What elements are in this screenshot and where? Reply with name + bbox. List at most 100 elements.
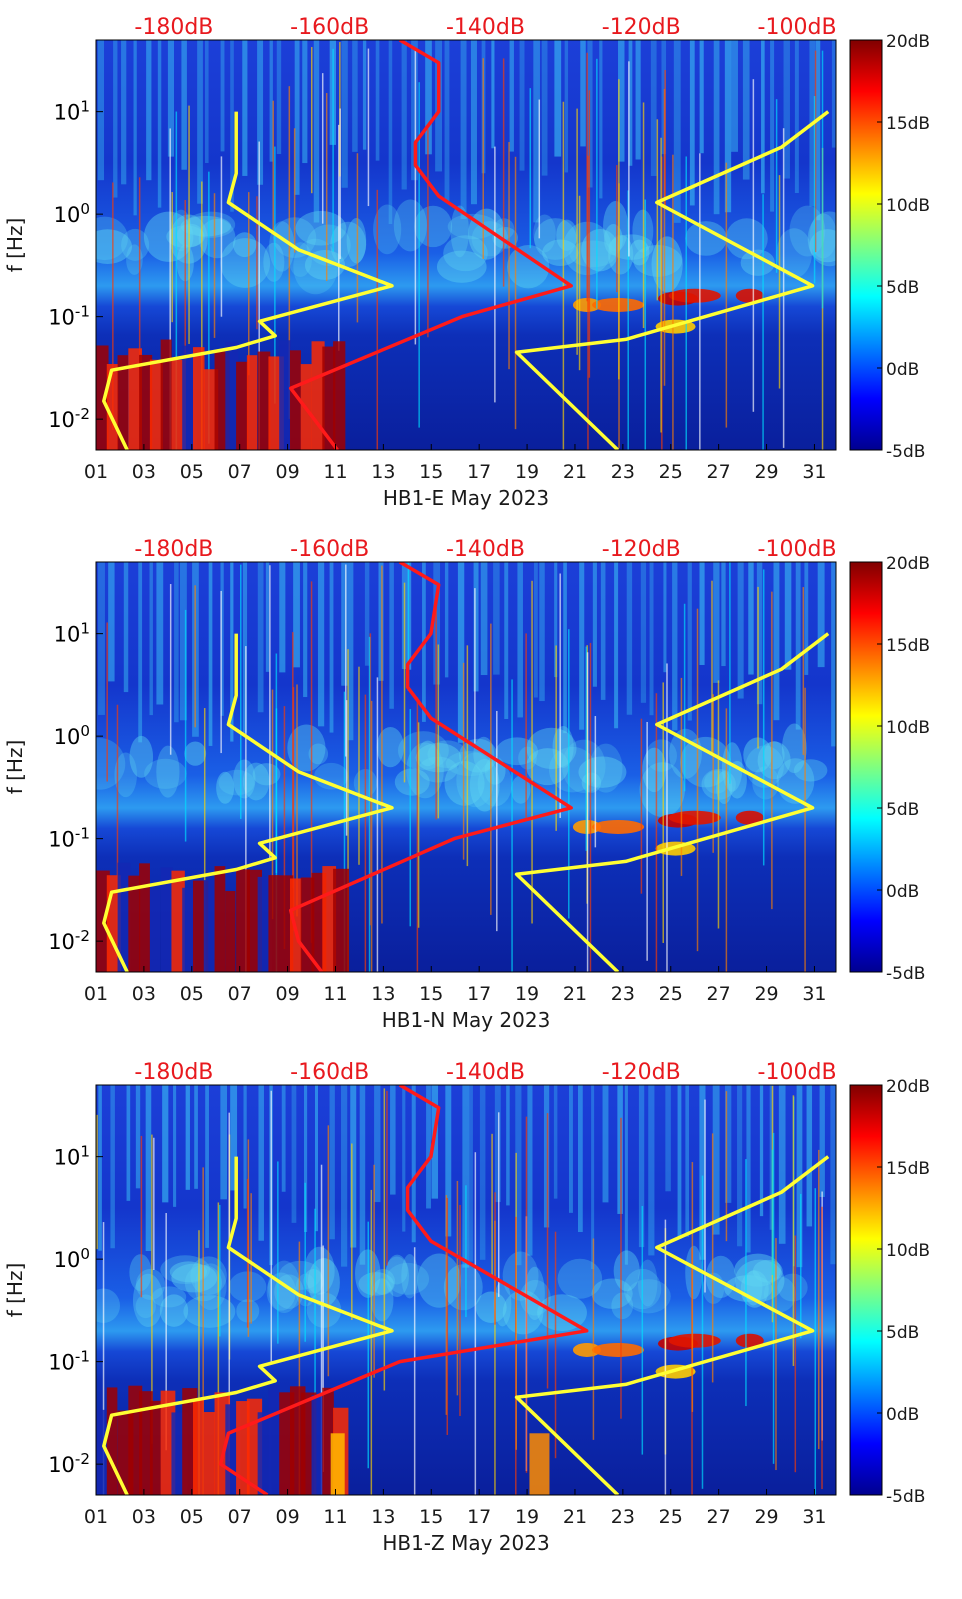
spectrogram-panel: 01 03 05 07 09 11 13 15 17 19 21 23 25 27 29 31 10-2 10-1… xyxy=(3,15,930,510)
x-tick-label: 23 xyxy=(611,461,635,483)
top-axis-db-label: -140dB xyxy=(446,1060,525,1085)
x-tick-label: 17 xyxy=(467,983,491,1005)
spectrogram-panel: 01 03 05 07 09 11 13 15 17 19 21 23 25 27 29 31 10-2 10-1… xyxy=(3,537,930,1032)
colorbar-tick-label: 15dB xyxy=(886,114,930,134)
x-tick-label: 23 xyxy=(611,983,635,1005)
axes-frame xyxy=(95,39,837,451)
x-tick-label: 01 xyxy=(84,1506,108,1528)
axes-frame xyxy=(95,1084,837,1496)
noise-model-curve xyxy=(102,111,394,450)
y-tick-label: 101 xyxy=(54,620,90,647)
noise-model-curve xyxy=(102,1156,394,1495)
noise-model-curve xyxy=(514,632,830,972)
y-axis-label: f [Hz] xyxy=(3,740,27,795)
x-tick-label: 05 xyxy=(180,461,204,483)
colorbar-tick-label: 10dB xyxy=(886,718,930,738)
top-axis-db-label: -160dB xyxy=(290,537,369,562)
y-tick-label: 101 xyxy=(54,98,90,125)
axes-frame xyxy=(95,561,837,973)
x-tick-label: 25 xyxy=(659,1506,683,1528)
top-axis-db-label: -160dB xyxy=(290,15,369,40)
colorbar-tick-label: 20dB xyxy=(886,32,930,52)
x-tick-label: 17 xyxy=(467,461,491,483)
top-axis-db-label: -100dB xyxy=(758,537,837,562)
x-tick-label: 01 xyxy=(84,983,108,1005)
colorbar-tick-label: 20dB xyxy=(886,1077,930,1097)
colorbar-tick-label: 5dB xyxy=(886,278,919,298)
colorbar-tick-label: 5dB xyxy=(886,800,919,820)
top-axis-db-label: -120dB xyxy=(602,1060,681,1085)
noise-model-curve xyxy=(102,633,394,972)
colorbar-tick-label: -5dB xyxy=(886,964,925,984)
colorbar-tick-label: -5dB xyxy=(886,1487,925,1507)
x-tick-label: 13 xyxy=(371,1506,395,1528)
y-axis-label: f [Hz] xyxy=(3,218,27,273)
x-axis-label: HB1-Z May 2023 xyxy=(382,1531,549,1555)
x-tick-label: 19 xyxy=(515,461,539,483)
x-tick-label: 07 xyxy=(228,983,252,1005)
colorbar xyxy=(849,561,883,973)
x-tick-label: 29 xyxy=(754,1506,778,1528)
heatmap-area xyxy=(96,1085,836,1495)
x-tick-label: 05 xyxy=(180,983,204,1005)
colorbar-tick-label: 15dB xyxy=(886,636,930,656)
y-tick-label: 101 xyxy=(54,1143,90,1170)
x-tick-label: 23 xyxy=(611,1506,635,1528)
x-tick-label: 15 xyxy=(419,983,443,1005)
colorbar-tick-label: 10dB xyxy=(886,1241,930,1261)
x-tick-label: 11 xyxy=(323,983,347,1005)
x-tick-label: 21 xyxy=(563,1506,587,1528)
x-tick-label: 13 xyxy=(371,983,395,1005)
median-psd-curve xyxy=(288,40,573,450)
x-tick-label: 31 xyxy=(802,461,826,483)
y-tick-label: 100 xyxy=(54,1245,90,1272)
x-tick-label: 11 xyxy=(323,461,347,483)
colorbar xyxy=(849,1084,883,1496)
x-tick-label: 17 xyxy=(467,1506,491,1528)
top-axis-db-label: -140dB xyxy=(446,537,525,562)
top-axis-db-label: -100dB xyxy=(758,15,837,40)
colorbar-tick-label: 0dB xyxy=(886,882,919,902)
colorbar-tick-label: 0dB xyxy=(886,360,919,380)
colorbar-tick-label: 10dB xyxy=(886,196,930,216)
x-tick-label: 13 xyxy=(371,461,395,483)
x-tick-label: 25 xyxy=(659,983,683,1005)
x-tick-label: 03 xyxy=(132,1506,156,1528)
y-tick-label: 10-2 xyxy=(48,927,90,954)
top-axis-db-label: -180dB xyxy=(134,15,213,40)
top-axis-db-label: -140dB xyxy=(446,15,525,40)
x-tick-label: 09 xyxy=(275,1506,299,1528)
x-tick-label: 19 xyxy=(515,1506,539,1528)
heatmap-area xyxy=(96,562,836,972)
y-tick-label: 10-1 xyxy=(48,825,90,852)
noise-model-curve xyxy=(514,1155,830,1495)
x-tick-label: 19 xyxy=(515,983,539,1005)
x-axis-label: HB1-E May 2023 xyxy=(383,486,549,510)
x-tick-label: 15 xyxy=(419,461,443,483)
y-tick-label: 100 xyxy=(54,722,90,749)
top-axis-db-label: -120dB xyxy=(602,537,681,562)
y-tick-label: 10-1 xyxy=(48,1348,90,1375)
top-axis-db-label: -180dB xyxy=(134,1060,213,1085)
colorbar xyxy=(849,39,883,451)
colorbar-tick-label: -5dB xyxy=(886,442,925,462)
colorbar-tick-label: 20dB xyxy=(886,554,930,574)
x-tick-label: 05 xyxy=(180,1506,204,1528)
colorbar-tick-label: 0dB xyxy=(886,1405,919,1425)
x-tick-label: 09 xyxy=(275,461,299,483)
spectrogram-panel: 01 03 05 07 09 11 13 15 17 19 21 23 25 27 29 31 10-2 10-1… xyxy=(3,1060,930,1555)
y-tick-label: 10-2 xyxy=(48,405,90,432)
x-axis-label: HB1-N May 2023 xyxy=(382,1008,551,1032)
x-tick-label: 29 xyxy=(754,983,778,1005)
x-tick-label: 31 xyxy=(802,1506,826,1528)
y-tick-label: 100 xyxy=(54,200,90,227)
y-axis-label: f [Hz] xyxy=(3,1263,27,1318)
y-tick-label: 10-2 xyxy=(48,1450,90,1477)
x-tick-label: 31 xyxy=(802,983,826,1005)
colorbar-tick-label: 15dB xyxy=(886,1159,930,1179)
x-tick-label: 11 xyxy=(323,1506,347,1528)
x-tick-label: 03 xyxy=(132,983,156,1005)
x-tick-label: 07 xyxy=(228,1506,252,1528)
x-tick-label: 01 xyxy=(84,461,108,483)
median-psd-curve xyxy=(218,1085,589,1495)
